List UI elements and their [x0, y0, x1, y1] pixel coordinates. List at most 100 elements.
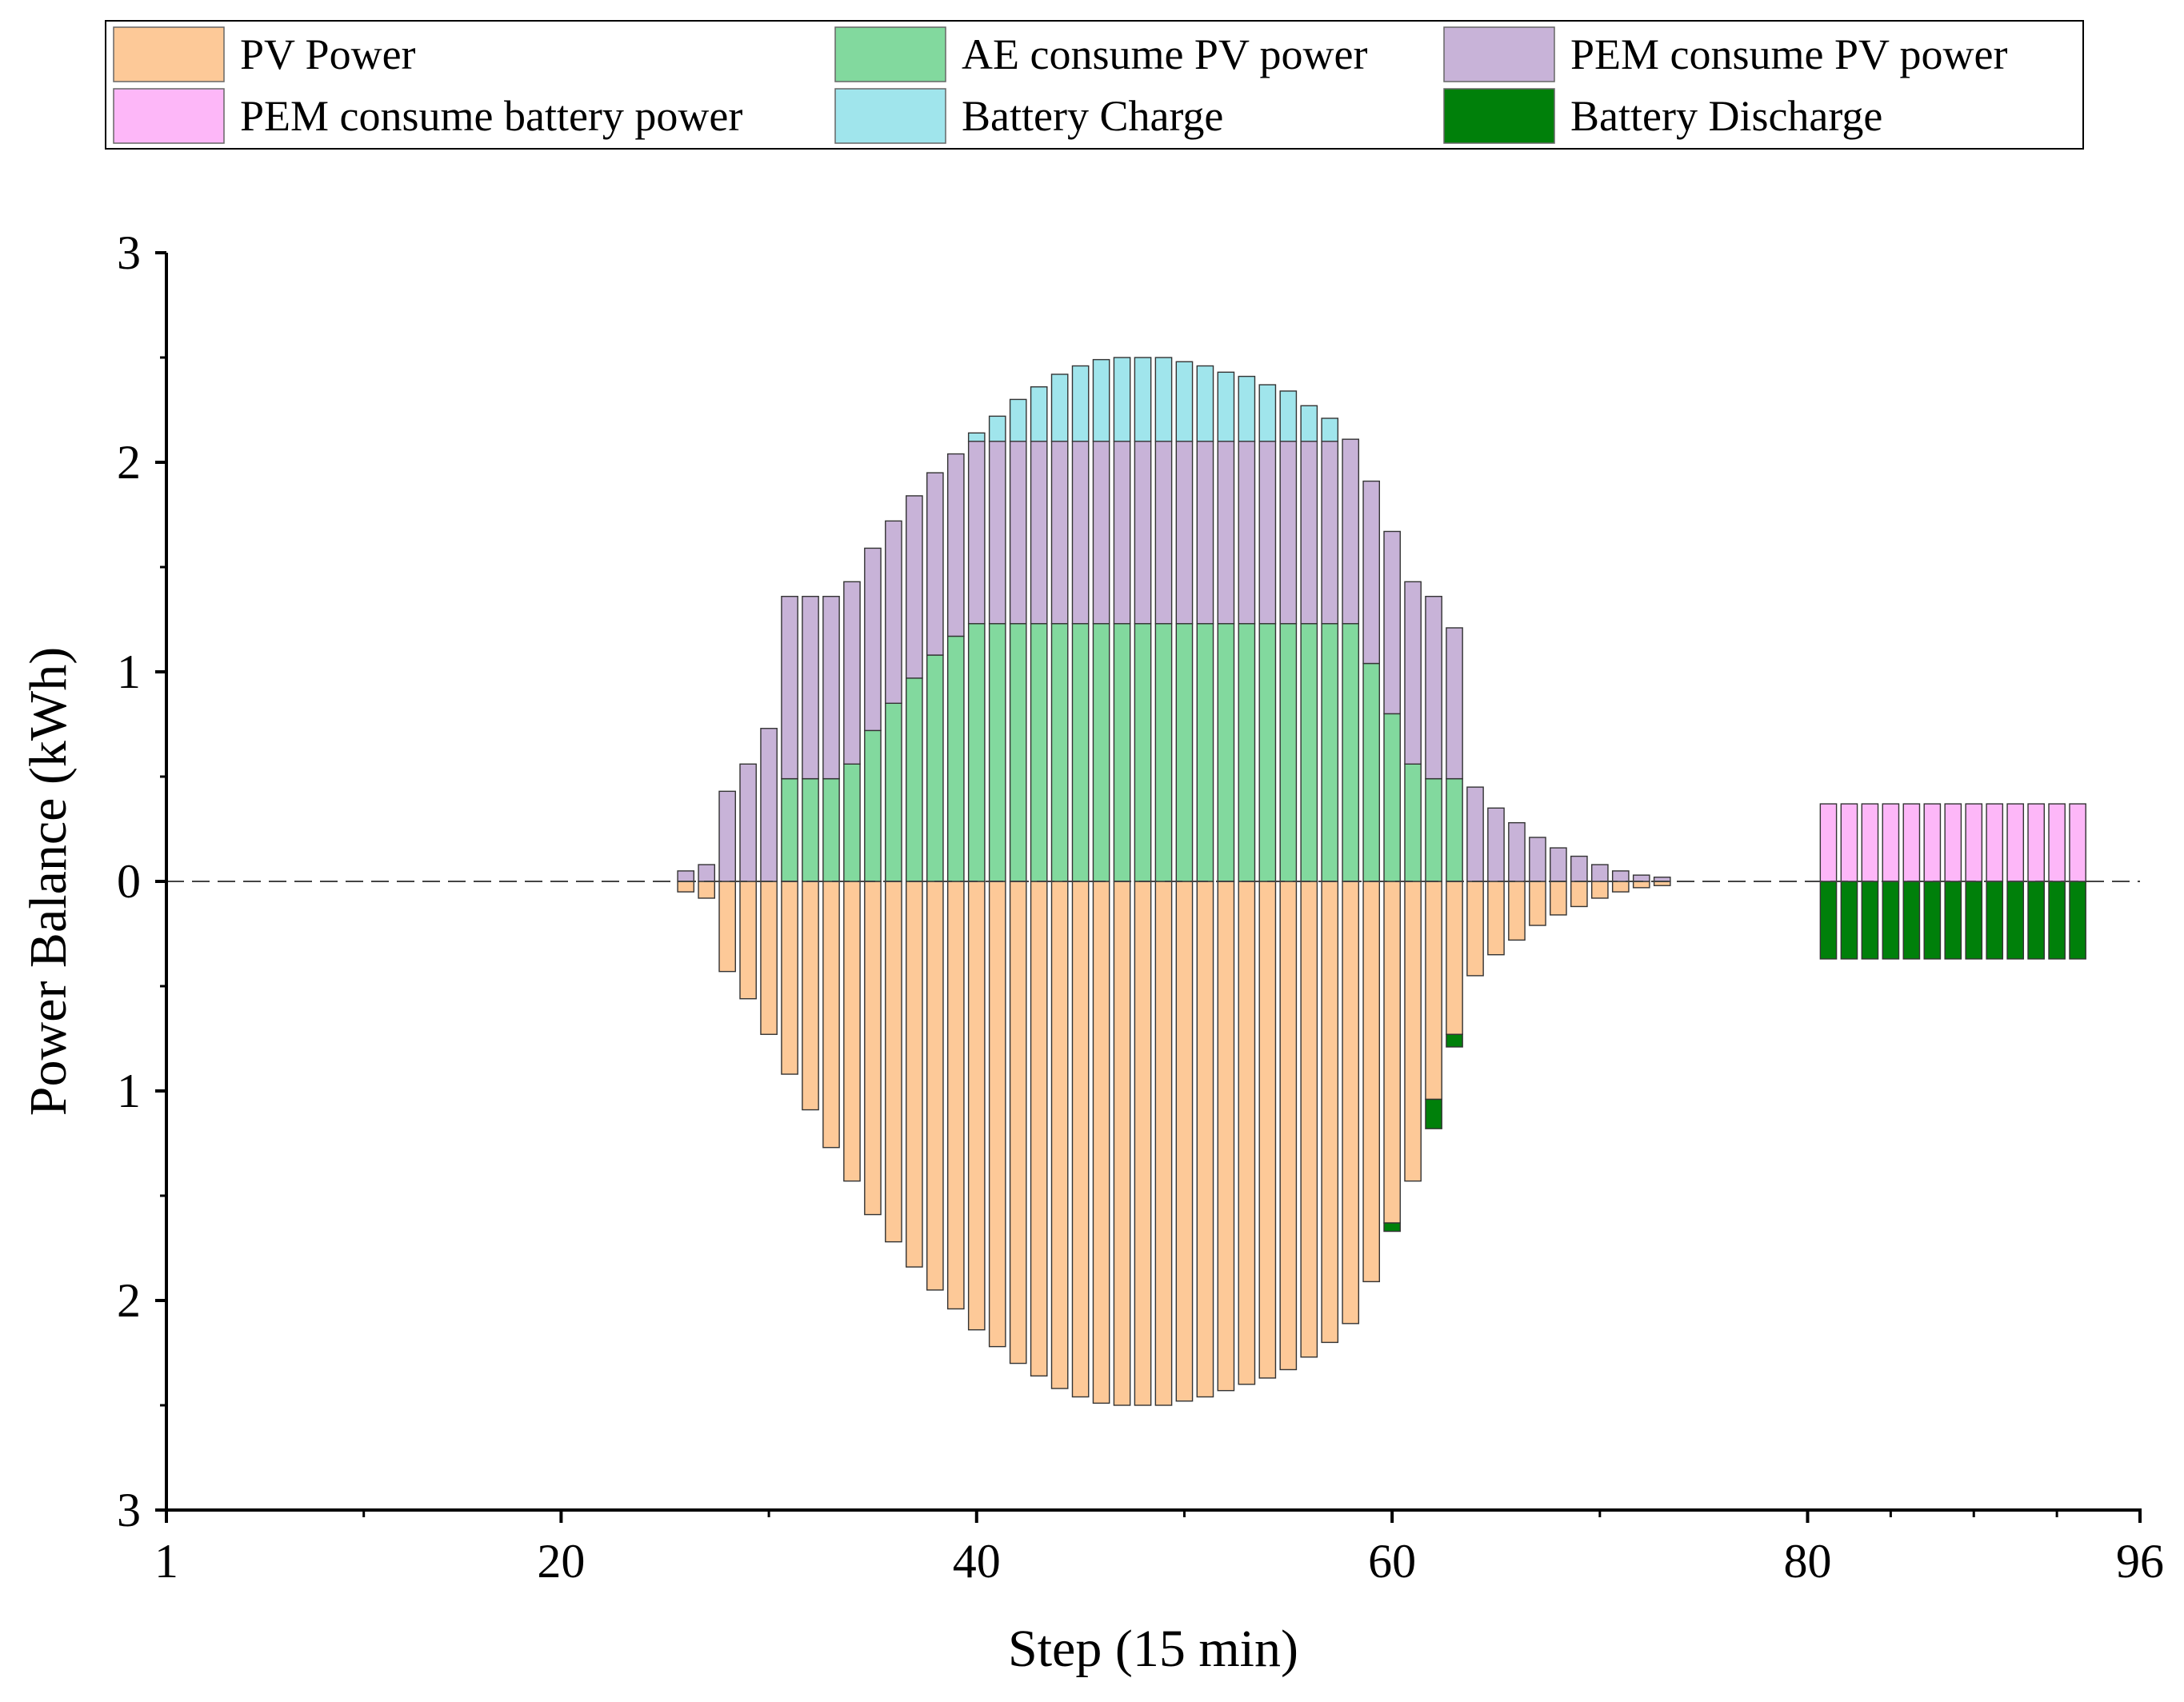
y-tick-label: 1 — [117, 1065, 141, 1117]
bar-pv_power-step-27 — [698, 881, 716, 899]
bar-pv_power-step-48 — [1134, 881, 1152, 1406]
bar-ae_pv-step-52 — [1217, 623, 1235, 882]
bar-ae_pv-step-48 — [1134, 623, 1152, 882]
bar-ae_pv-step-55 — [1279, 623, 1298, 882]
bars-layer — [677, 357, 2086, 1406]
bar-ae_pv-step-54 — [1258, 623, 1277, 882]
bar-pem_battery-step-84 — [1882, 803, 1900, 882]
bar-battery_discharge-step-91 — [2027, 881, 2045, 960]
bar-ae_pv-step-60 — [1383, 713, 1401, 882]
bar-pem_pv-step-27 — [698, 864, 716, 882]
bar-ae_pv-step-57 — [1321, 623, 1339, 882]
bar-pv_power-step-34 — [843, 881, 861, 1182]
bar-ae_pv-step-41 — [988, 623, 1006, 882]
bar-ae_pv-step-47 — [1113, 623, 1131, 882]
bar-ae_pv-step-59 — [1362, 662, 1381, 882]
bar-battery_charge-step-49 — [1154, 357, 1173, 442]
legend-swatch-pem_pv — [1443, 26, 1555, 82]
bar-ae_pv-step-38 — [926, 654, 944, 882]
bar-pem_pv-step-54 — [1258, 441, 1277, 625]
bar-pem_pv-step-36 — [885, 520, 902, 704]
x-tick-label: 20 — [537, 1535, 585, 1588]
bar-pv_power-step-63 — [1446, 881, 1463, 1035]
bar-pem_pv-step-46 — [1092, 441, 1110, 625]
bar-pv_power-step-31 — [781, 881, 798, 1075]
bar-ae_pv-step-33 — [822, 777, 840, 882]
bar-ae_pv-step-63 — [1446, 777, 1463, 882]
bar-pv_power-step-44 — [1050, 881, 1069, 1389]
bar-pem_battery-step-82 — [1840, 803, 1858, 882]
bar-battery_discharge-step-86 — [1923, 881, 1942, 960]
bar-pem_battery-step-93 — [2069, 803, 2086, 882]
bar-pv_power-step-43 — [1030, 881, 1048, 1377]
x-tick-label: 1 — [154, 1535, 178, 1588]
bar-ae_pv-step-42 — [1009, 623, 1027, 882]
bar-ae_pv-step-39 — [946, 635, 965, 882]
bar-pv_power-step-54 — [1258, 881, 1277, 1379]
bar-pem_pv-step-42 — [1009, 441, 1027, 625]
bar-pem_pv-step-50 — [1175, 441, 1194, 625]
bar-pem_pv-step-32 — [802, 595, 819, 780]
bar-pem_pv-step-65 — [1487, 807, 1505, 882]
y-axis-title: Power Balance (kWh) — [19, 647, 78, 1116]
bar-pv_power-step-67 — [1529, 881, 1546, 926]
bar-pv_power-step-72 — [1632, 881, 1650, 889]
legend-label-battery_charge: Battery Charge — [962, 92, 1223, 140]
bar-pem_pv-step-60 — [1383, 530, 1401, 715]
legend-label-ae_pv: AE consume PV power — [962, 30, 1367, 78]
bar-pv_power-step-36 — [885, 881, 902, 1243]
bar-pem_pv-step-41 — [988, 441, 1006, 625]
bar-battery_charge-step-54 — [1258, 384, 1277, 442]
bar-pem_pv-step-53 — [1238, 441, 1256, 625]
bar-pv_power-step-69 — [1570, 881, 1588, 908]
bar-ae_pv-step-62 — [1425, 777, 1442, 882]
bar-battery_charge-step-45 — [1071, 365, 1090, 442]
legend-swatch-pem_battery — [113, 88, 225, 144]
bar-ae_pv-step-53 — [1238, 623, 1256, 882]
bar-pv_power-step-49 — [1154, 881, 1173, 1406]
legend-swatch-ae_pv — [834, 26, 946, 82]
x-tick-label: 40 — [953, 1535, 1001, 1588]
bar-pem_pv-step-66 — [1508, 821, 1526, 882]
bar-pem_pv-step-39 — [946, 453, 965, 637]
bar-pem_battery-step-88 — [1965, 803, 1983, 882]
bar-pv_power-step-56 — [1300, 881, 1318, 1358]
bar-battery_discharge-step-62 — [1425, 1098, 1442, 1129]
bar-pem_battery-step-90 — [2006, 803, 2025, 882]
bar-pv_power-step-46 — [1092, 881, 1110, 1404]
bar-pv_power-step-30 — [760, 881, 778, 1035]
bar-pv_power-step-53 — [1238, 881, 1256, 1385]
bar-ae_pv-step-35 — [864, 729, 882, 882]
bar-battery_charge-step-47 — [1113, 357, 1131, 442]
bar-ae_pv-step-56 — [1300, 623, 1318, 882]
bar-battery_discharge-step-82 — [1840, 881, 1858, 960]
bar-ae_pv-step-58 — [1342, 623, 1360, 882]
bar-battery_charge-step-50 — [1175, 361, 1194, 442]
x-tick-label: 80 — [1784, 1535, 1832, 1588]
bar-ae_pv-step-49 — [1154, 623, 1173, 882]
bar-battery_discharge-step-63 — [1446, 1033, 1463, 1048]
bar-pem_pv-step-44 — [1050, 441, 1069, 625]
bar-pv_power-step-60 — [1383, 881, 1401, 1224]
bar-ae_pv-step-44 — [1050, 623, 1069, 882]
bar-battery_charge-step-48 — [1134, 357, 1152, 442]
legend: PV Power AE consume PV power PEM consume P… — [105, 20, 2084, 150]
bar-pem_pv-step-59 — [1362, 480, 1381, 665]
bar-pv_power-step-50 — [1175, 881, 1194, 1402]
bar-battery_charge-step-40 — [967, 432, 986, 442]
bar-ae_pv-step-34 — [843, 763, 861, 882]
bar-pem_pv-step-71 — [1611, 870, 1630, 882]
x-tick-label: 96 — [2116, 1535, 2164, 1588]
bar-battery_discharge-step-92 — [2048, 881, 2066, 960]
y-tick-label: 3 — [117, 226, 141, 279]
bar-battery_charge-step-51 — [1196, 365, 1214, 442]
bar-battery_charge-step-46 — [1092, 358, 1110, 442]
bar-pem_pv-step-29 — [739, 763, 757, 882]
bar-battery_charge-step-43 — [1030, 386, 1048, 442]
bar-pem_pv-step-43 — [1030, 441, 1048, 625]
legend-box — [105, 20, 2084, 150]
bar-pem_pv-step-49 — [1154, 441, 1173, 625]
bar-pv_power-step-40 — [967, 881, 986, 1331]
bar-ae_pv-step-40 — [967, 623, 986, 882]
y-tick-label: 3 — [117, 1484, 141, 1536]
